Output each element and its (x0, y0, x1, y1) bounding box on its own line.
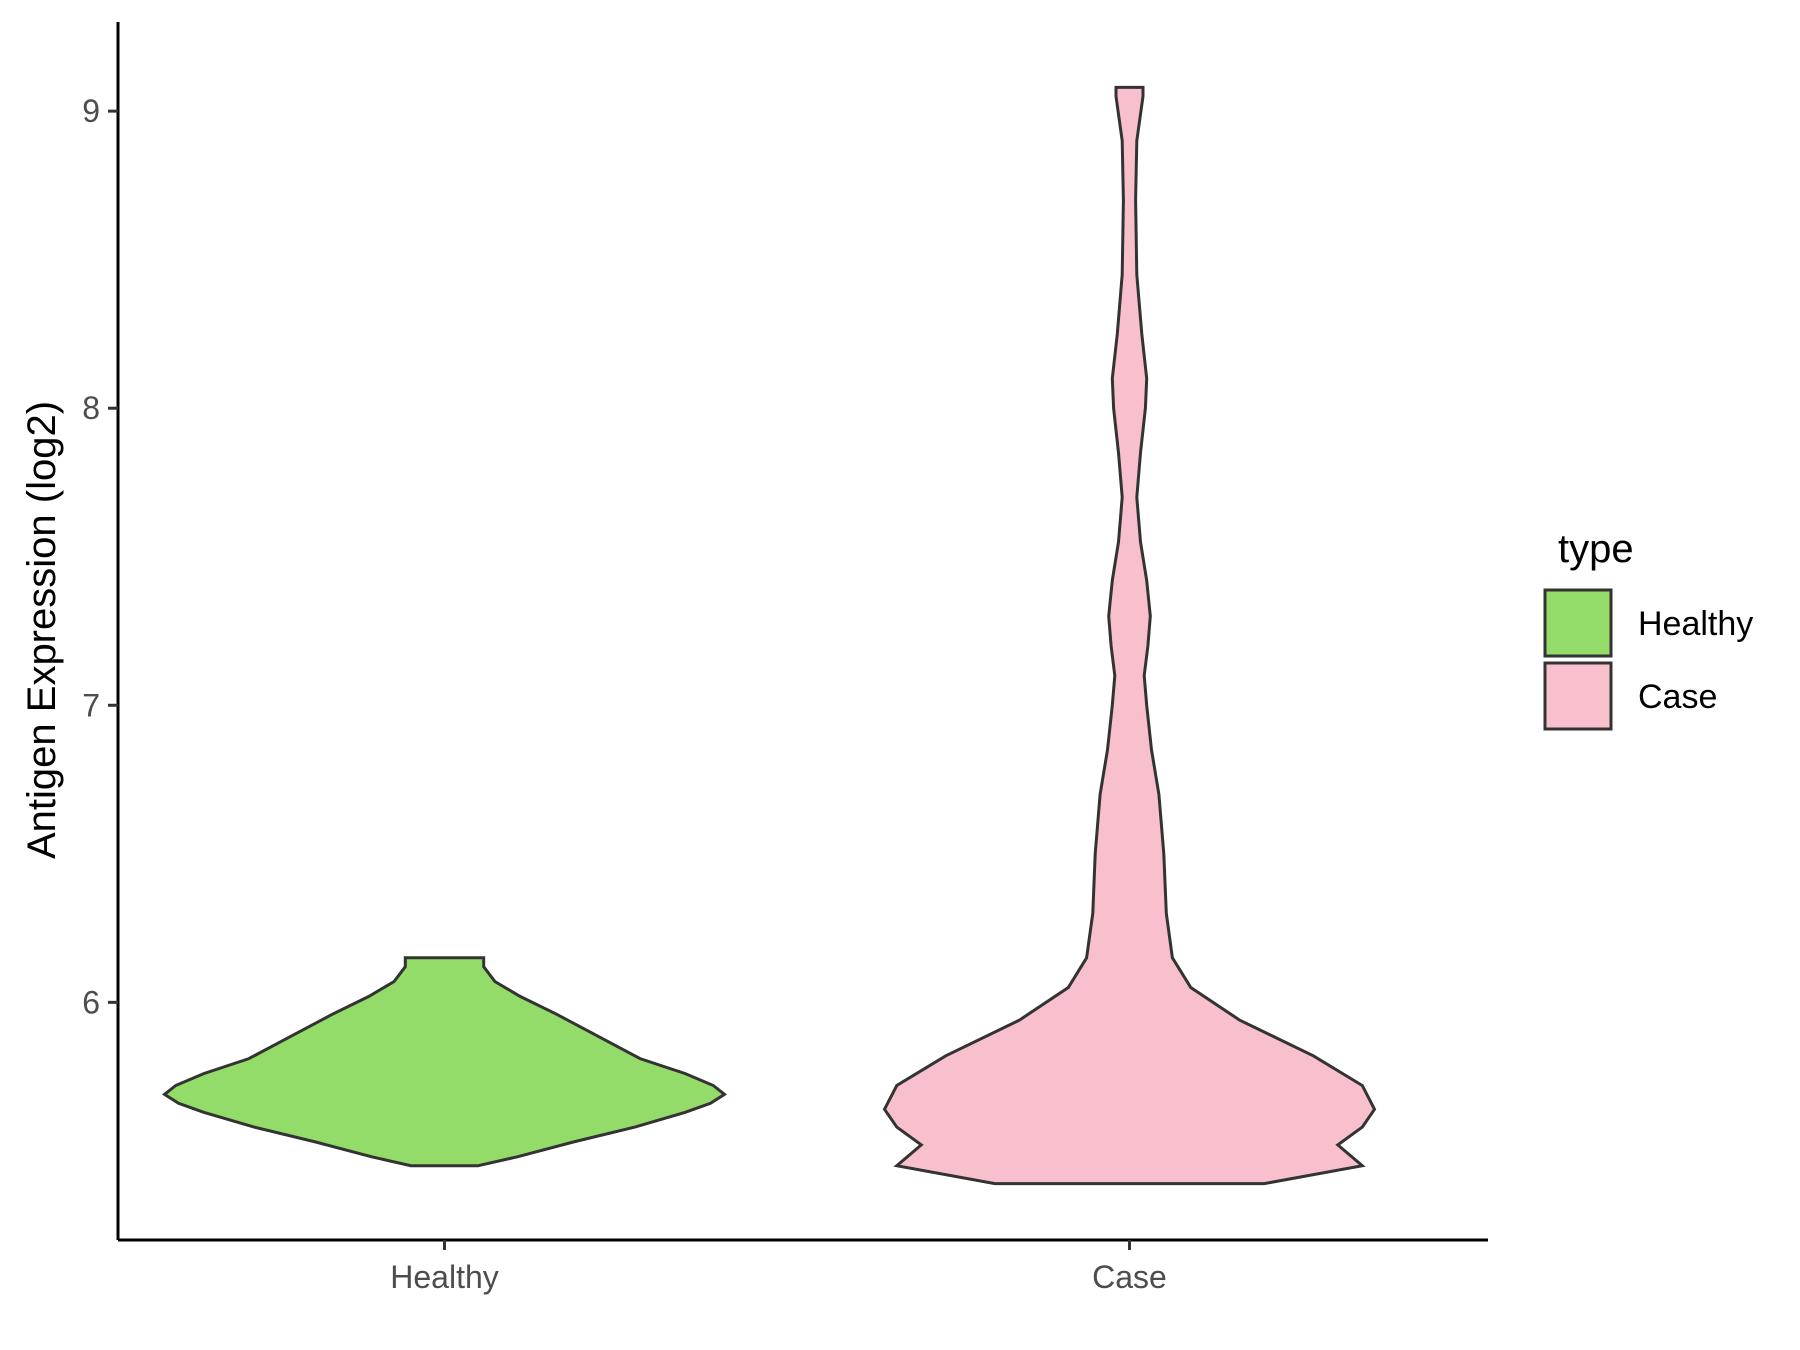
y-tick-label: 7 (82, 687, 100, 723)
y-tick-label: 8 (82, 390, 100, 426)
legend-key-case (1543, 661, 1613, 731)
legend-title: type (1558, 527, 1634, 571)
x-ticks: Healthy Case (390, 1240, 1167, 1295)
y-tick-label: 6 (82, 984, 100, 1020)
legend-label-case: Case (1638, 678, 1717, 716)
legend-key-healthy (1543, 588, 1613, 658)
y-ticks: 6 7 8 9 (82, 93, 118, 1020)
legend-entries: Healthy Case (1543, 588, 1753, 731)
x-tick-label: Case (1092, 1259, 1167, 1295)
legend-label-healthy: Healthy (1638, 605, 1753, 643)
y-tick-label: 9 (82, 93, 100, 129)
x-tick-label: Healthy (390, 1259, 499, 1295)
violin-healthy (161, 956, 728, 1168)
violins (161, 85, 1377, 1186)
violin-case (882, 85, 1377, 1186)
y-axis-title: Antigen Expression (log2) (20, 401, 64, 859)
legend: type Healthy Case (1543, 527, 1753, 731)
